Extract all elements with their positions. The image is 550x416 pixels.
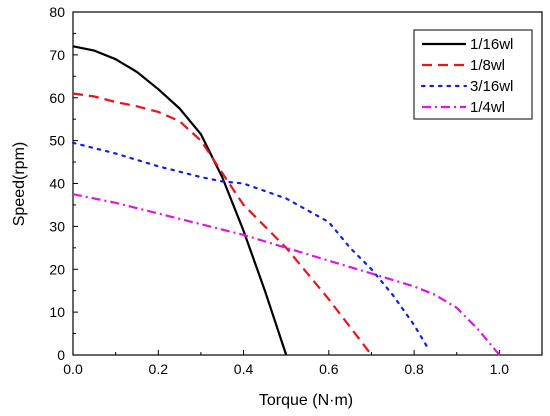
- legend-label: 3/16wl: [470, 78, 513, 95]
- series-line-2: [71, 141, 428, 348]
- x-tick-label: 0.0: [63, 361, 83, 377]
- y-tick-label: 10: [49, 304, 65, 320]
- x-axis-label: Torque (N·m): [259, 392, 353, 409]
- y-tick-label: 50: [49, 133, 65, 149]
- y-axis-label: Speed(rpm): [11, 142, 28, 226]
- x-axis-ticks: 0.0 0.2 0.4 0.6 0.8 1.0: [63, 350, 543, 377]
- x-tick-label: 0.4: [234, 361, 254, 377]
- x-tick-label: 0.8: [404, 361, 424, 377]
- y-tick-label: 20: [49, 261, 65, 277]
- y-tick-label: 0: [57, 347, 65, 363]
- y-tick-label: 80: [49, 4, 65, 20]
- legend-label: 1/8wl: [470, 57, 505, 74]
- y-tick-label: 70: [49, 47, 65, 63]
- y-tick-label: 40: [49, 176, 65, 192]
- legend: 1/16wl 1/8wl 3/16wl 1/4wl: [413, 29, 533, 120]
- y-axis-ticks: 0 10 20 30 40 50 60 70 80: [49, 4, 78, 363]
- y-tick-label: 60: [49, 90, 65, 106]
- series-line-1: [72, 92, 373, 356]
- legend-label: 1/4wl: [470, 99, 505, 116]
- y-tick-label: 30: [49, 218, 65, 234]
- series-lines: [71, 45, 501, 356]
- x-tick-label: 1.0: [490, 361, 510, 377]
- x-tick-label: 0.2: [149, 361, 169, 377]
- x-tick-label: 0.6: [319, 361, 339, 377]
- legend-label: 1/16wl: [470, 36, 513, 53]
- series-line-3: [72, 193, 501, 356]
- series-line-0: [72, 45, 288, 356]
